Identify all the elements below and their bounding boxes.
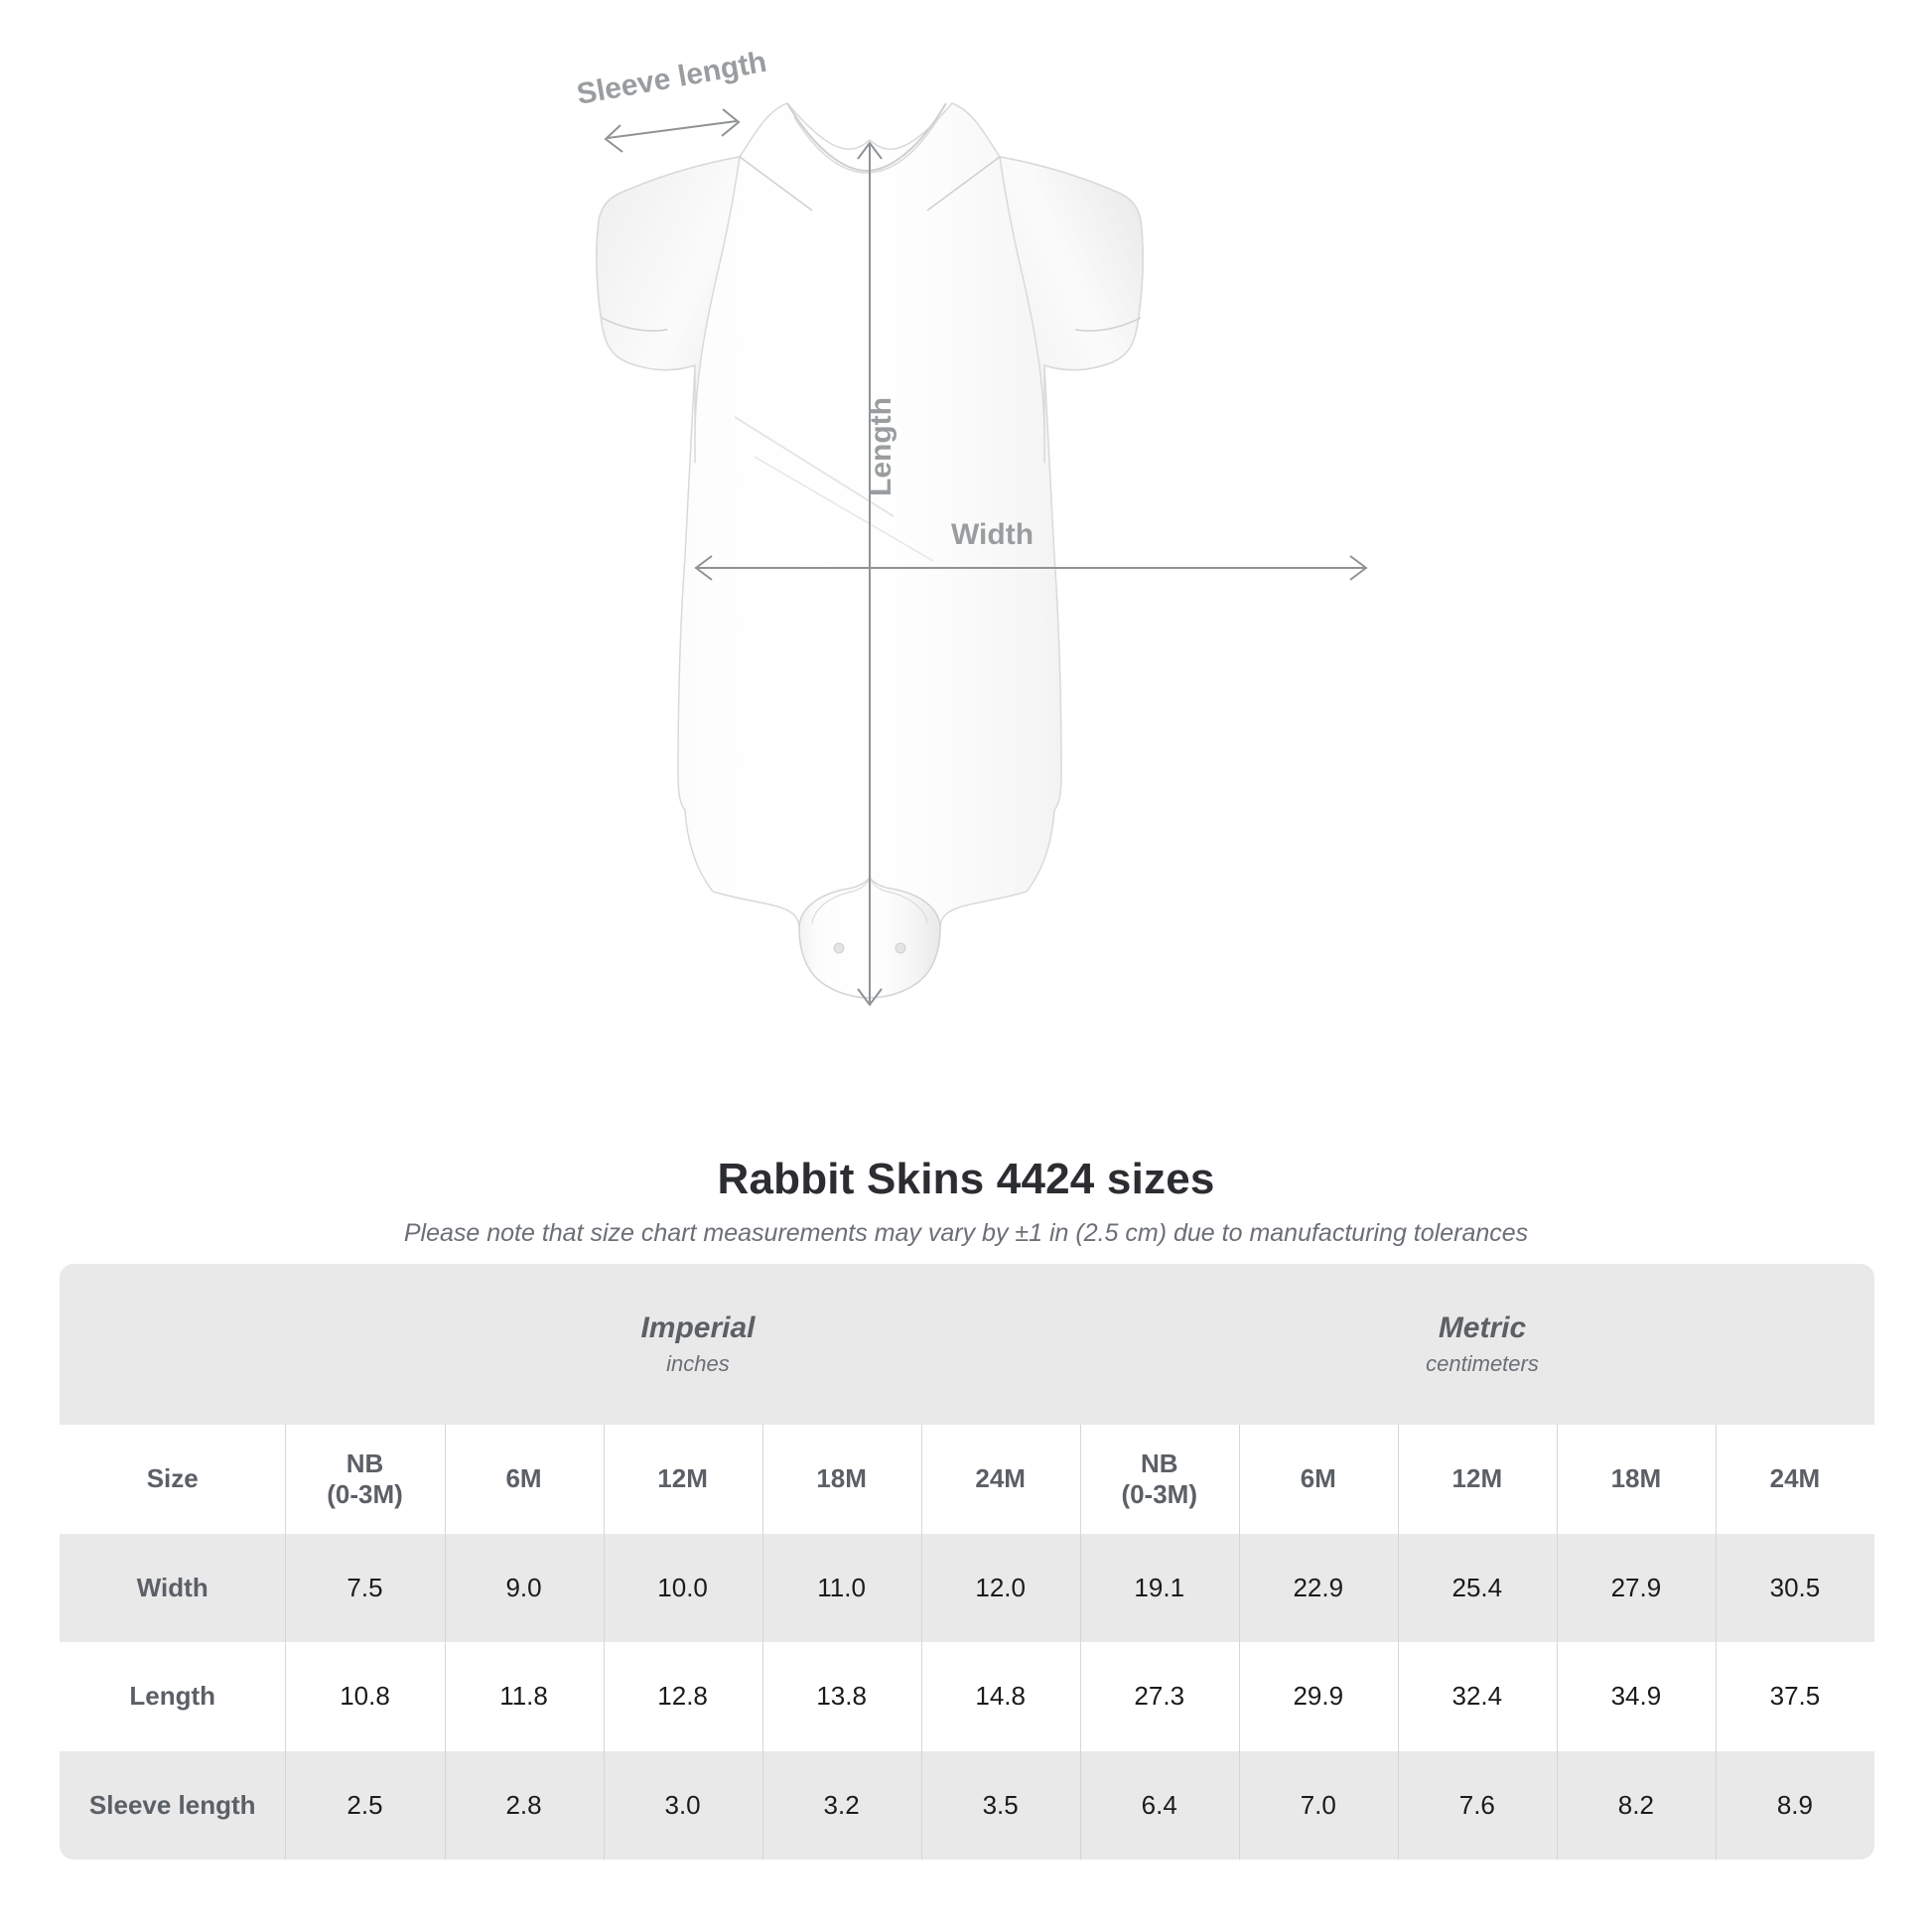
svg-text:Length: Length xyxy=(865,397,897,496)
svg-text:Sleeve length: Sleeve length xyxy=(574,46,768,111)
svg-text:Width: Width xyxy=(951,518,1034,551)
